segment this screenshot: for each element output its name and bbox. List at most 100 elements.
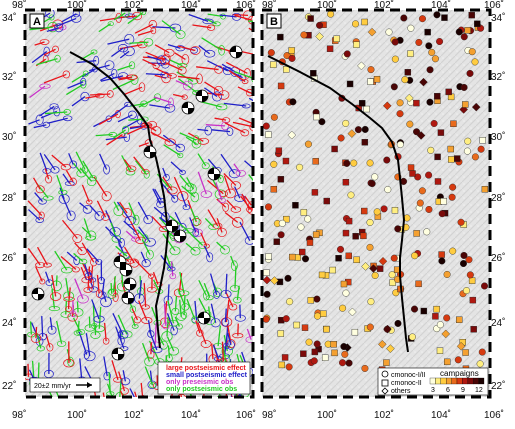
station-diamond [471, 102, 481, 112]
station-diamond [348, 307, 357, 317]
error-ellipse [117, 335, 125, 346]
error-ellipse [160, 58, 170, 69]
station-square [342, 179, 350, 186]
station-square [353, 256, 360, 264]
error-ellipse [177, 63, 188, 69]
velocity-arrow [225, 273, 228, 295]
station-circle [394, 225, 402, 233]
error-ellipse [121, 330, 133, 339]
focal-mechanisms [31, 45, 243, 361]
velocity-arrow [221, 341, 225, 362]
velocity-arrow [119, 50, 130, 59]
fault-line-b [267, 55, 409, 353]
station-circle [350, 159, 358, 167]
velocity-arrow [39, 152, 48, 172]
station-circle [361, 125, 369, 133]
velocity-arrow [36, 58, 58, 66]
velocity-arrow [163, 144, 181, 156]
velocity-arrow [224, 291, 234, 308]
velocity-arrow [197, 128, 209, 132]
error-ellipse [140, 100, 148, 108]
lon-top-b-102: 102˚ [374, 0, 394, 11]
station-circle [296, 163, 304, 171]
error-ellipse [220, 317, 233, 327]
legend-small-postseismic: small postseismic effect [166, 372, 248, 379]
colorbar-cell [473, 377, 479, 385]
lat-a-26: 26˚ [2, 252, 16, 264]
station-square [389, 279, 396, 286]
lon-bot-b-106: 106˚ [484, 409, 504, 421]
station-square [265, 253, 272, 260]
error-ellipse [120, 377, 131, 386]
velocity-arrow [203, 245, 211, 258]
velocity-arrow [144, 366, 154, 386]
station-circle [337, 134, 345, 142]
station-circle [366, 218, 374, 226]
station-square [288, 47, 295, 54]
station-circle [347, 191, 355, 199]
velocity-arrow [110, 282, 113, 294]
station-square [265, 131, 272, 138]
station-square [333, 35, 340, 42]
station-circle [316, 21, 324, 29]
error-ellipse [110, 401, 121, 411]
error-ellipse [234, 314, 246, 322]
error-ellipse [226, 339, 236, 349]
velocity-arrow [111, 47, 124, 58]
station-circle [457, 218, 465, 226]
station-square [331, 145, 338, 153]
station-circle [454, 356, 462, 364]
velocity-arrow [234, 265, 237, 289]
station-circle [425, 42, 433, 50]
station-diamond [456, 341, 466, 351]
legend-others: others [391, 388, 411, 395]
station-circle [463, 287, 471, 295]
error-ellipse [176, 312, 187, 321]
velocity-arrow [185, 136, 197, 145]
station-circle [396, 99, 404, 107]
error-ellipse [104, 60, 115, 70]
error-ellipse [212, 287, 223, 297]
velocity-arrow [54, 250, 68, 271]
station-circle [380, 205, 388, 213]
velocity-arrow [51, 274, 57, 297]
error-ellipse [80, 77, 87, 86]
velocity-arrow [71, 96, 86, 107]
velocity-arrow [127, 11, 144, 25]
error-ellipse [50, 292, 62, 301]
error-ellipse [90, 49, 98, 55]
station-circle [438, 257, 446, 265]
error-ellipse [54, 23, 64, 33]
velocity-arrow [56, 174, 64, 193]
error-ellipse [227, 340, 235, 350]
velocity-arrow [68, 153, 74, 165]
velocity-arrow [200, 101, 222, 108]
error-ellipse [66, 210, 76, 221]
velocity-arrow [223, 173, 237, 186]
error-ellipse [168, 346, 180, 356]
station-diamond [383, 324, 392, 334]
velocity-arrow [143, 283, 147, 308]
error-ellipse [38, 211, 45, 220]
station-square [367, 78, 374, 85]
velocity-arrow [222, 348, 227, 361]
velocity-arrow [155, 67, 173, 77]
velocity-arrow [248, 174, 253, 182]
station-square [468, 11, 475, 19]
lon-bot-a-102: 102˚ [124, 409, 144, 421]
error-ellipse [215, 103, 228, 111]
error-ellipse [107, 21, 114, 27]
velocity-arrow [108, 372, 111, 394]
error-ellipse [146, 249, 154, 260]
station-square [351, 328, 359, 336]
velocity-arrow [134, 23, 154, 34]
velocity-arrow [73, 252, 84, 263]
error-ellipse [213, 85, 224, 96]
station-circle [361, 364, 369, 372]
station-circle [418, 15, 426, 23]
station-circle [267, 49, 275, 57]
station-circle [371, 173, 379, 181]
velocity-arrow [85, 333, 91, 357]
velocity-arrow [177, 45, 196, 52]
station-square [373, 75, 381, 83]
